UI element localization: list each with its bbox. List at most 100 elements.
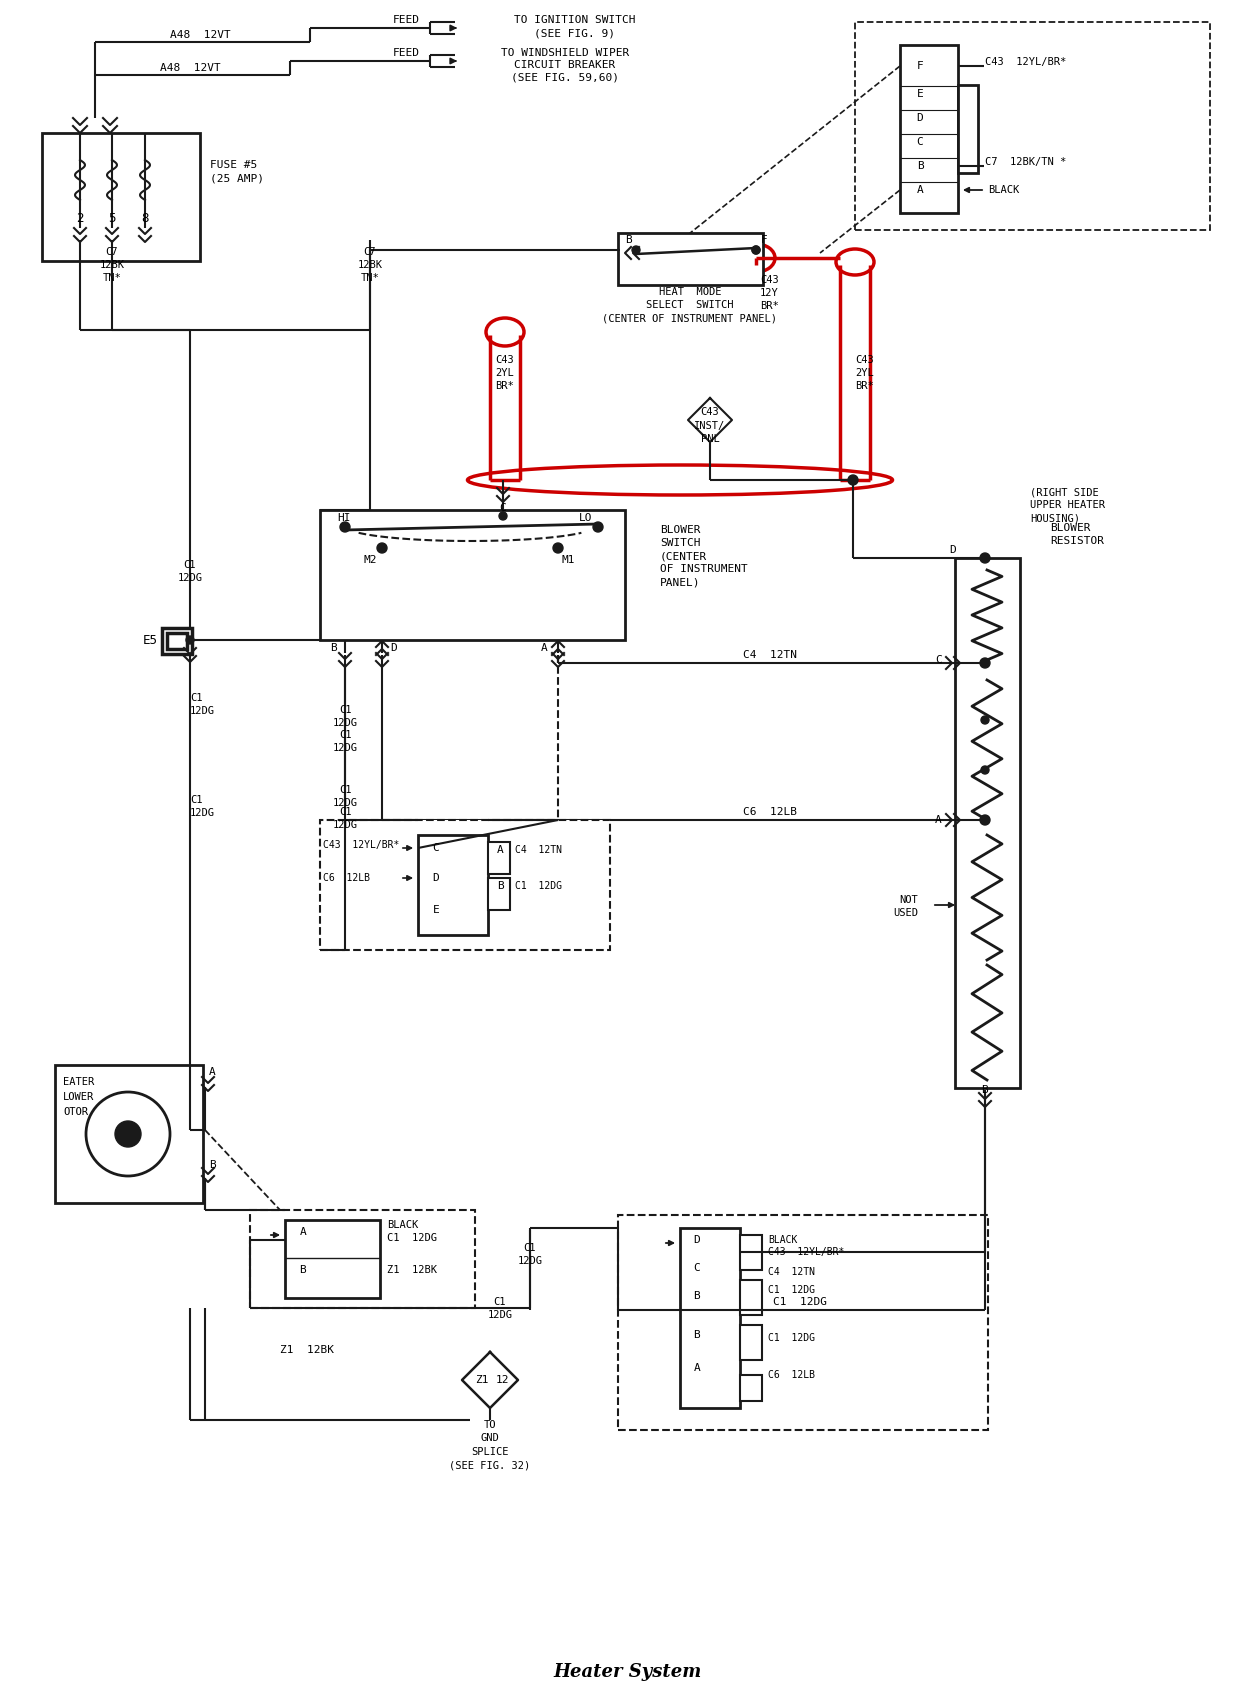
Text: EATER: EATER	[63, 1078, 94, 1086]
Text: (SEE FIG. 32): (SEE FIG. 32)	[450, 1460, 530, 1470]
Text: 12Y: 12Y	[760, 287, 779, 298]
Text: A: A	[300, 1227, 306, 1238]
Text: BLACK: BLACK	[387, 1221, 418, 1231]
Ellipse shape	[138, 199, 152, 214]
Bar	[958, 85, 978, 173]
Text: C4  12TN: C4 12TN	[767, 1266, 815, 1277]
Text: A: A	[936, 814, 942, 824]
Bar	[740, 1234, 762, 1270]
Text: SWITCH: SWITCH	[659, 537, 701, 547]
Text: LO: LO	[579, 513, 592, 524]
Bar	[740, 1324, 762, 1360]
Text: A: A	[917, 185, 923, 196]
Text: C1: C1	[339, 785, 352, 796]
Text: TN*: TN*	[103, 274, 122, 282]
Text: C1  12DG: C1 12DG	[767, 1333, 815, 1343]
Bar	[955, 558, 1020, 1088]
Text: LOWER: LOWER	[63, 1091, 94, 1102]
Text: 12DG: 12DG	[177, 573, 202, 583]
Text: B: B	[300, 1265, 306, 1275]
Ellipse shape	[106, 144, 119, 160]
Bar	[285, 1221, 381, 1299]
Circle shape	[752, 246, 760, 253]
Text: C4  12TN: C4 12TN	[515, 845, 561, 855]
Text: E5: E5	[143, 634, 158, 646]
Circle shape	[981, 767, 988, 774]
Text: BLACK: BLACK	[988, 185, 1020, 196]
Circle shape	[980, 552, 990, 563]
Text: C1: C1	[190, 694, 202, 704]
Bar	[250, 1210, 475, 1307]
Text: D: D	[432, 874, 440, 882]
Text: TO: TO	[484, 1420, 496, 1430]
Text: C43: C43	[496, 355, 515, 366]
Text: (CENTER: (CENTER	[659, 551, 707, 561]
Text: BR*: BR*	[855, 381, 874, 391]
Text: C7  12BK/TN *: C7 12BK/TN *	[985, 156, 1066, 167]
Text: C1  12DG: C1 12DG	[767, 1285, 815, 1295]
Bar	[320, 510, 625, 639]
Circle shape	[499, 512, 507, 520]
Text: Z1: Z1	[475, 1375, 489, 1386]
Text: B: B	[982, 1085, 988, 1095]
Text: C1: C1	[183, 559, 196, 570]
Text: 12: 12	[495, 1375, 509, 1386]
Text: 12DG: 12DG	[517, 1256, 543, 1266]
Text: E: E	[917, 88, 923, 99]
Text: (RIGHT SIDE: (RIGHT SIDE	[1030, 486, 1099, 496]
Bar	[55, 1064, 203, 1204]
Text: GND: GND	[481, 1433, 500, 1443]
Bar	[618, 233, 762, 286]
Ellipse shape	[106, 199, 119, 214]
Text: C43: C43	[701, 406, 720, 416]
Bar	[901, 44, 958, 212]
Text: HOUSING): HOUSING)	[1030, 513, 1080, 524]
Text: 2: 2	[77, 211, 84, 224]
Bar	[162, 627, 192, 654]
Text: C4  12TN: C4 12TN	[744, 649, 798, 660]
Text: HEAT  MODE: HEAT MODE	[658, 287, 721, 298]
Ellipse shape	[73, 144, 87, 160]
Text: C6  12LB: C6 12LB	[744, 808, 798, 818]
Text: C7: C7	[106, 246, 118, 257]
Circle shape	[85, 1091, 170, 1176]
Text: BR*: BR*	[496, 381, 515, 391]
Text: C1  12DG: C1 12DG	[772, 1297, 826, 1307]
Text: SELECT  SWITCH: SELECT SWITCH	[647, 299, 734, 309]
Bar	[855, 22, 1210, 230]
Text: 12DG: 12DG	[333, 819, 358, 830]
Text: C: C	[500, 503, 506, 513]
Text: C1  12DG: C1 12DG	[515, 881, 561, 891]
Bar	[489, 877, 510, 910]
Text: (25 AMP): (25 AMP)	[210, 173, 264, 184]
Circle shape	[340, 522, 350, 532]
Ellipse shape	[73, 199, 87, 214]
Circle shape	[593, 522, 603, 532]
Circle shape	[981, 716, 988, 724]
Text: B: B	[693, 1329, 701, 1340]
Text: C: C	[917, 138, 923, 146]
Text: 12BK: 12BK	[99, 260, 124, 270]
Text: 8: 8	[141, 211, 148, 224]
Circle shape	[848, 474, 858, 484]
Text: Z1  12BK: Z1 12BK	[387, 1265, 437, 1275]
Text: 12DG: 12DG	[333, 797, 358, 808]
Text: C1: C1	[524, 1243, 536, 1253]
Text: TO WINDSHIELD WIPER: TO WINDSHIELD WIPER	[501, 48, 629, 58]
Text: C1: C1	[494, 1297, 506, 1307]
Text: C43  12YL/BR*: C43 12YL/BR*	[767, 1248, 844, 1256]
Text: D: D	[917, 112, 923, 122]
Text: C7: C7	[364, 246, 377, 257]
Text: C: C	[432, 843, 440, 853]
Text: Z1  12BK: Z1 12BK	[280, 1345, 334, 1355]
Text: (SEE FIG. 59,60): (SEE FIG. 59,60)	[511, 71, 619, 82]
Text: 2YL: 2YL	[496, 367, 515, 377]
Text: B: B	[330, 643, 337, 653]
Bar	[740, 1280, 762, 1316]
Text: C6  12LB: C6 12LB	[323, 874, 371, 882]
Text: C1: C1	[339, 706, 352, 716]
Circle shape	[981, 816, 988, 824]
Text: M1: M1	[561, 554, 575, 564]
Text: E: E	[432, 904, 440, 915]
Bar	[167, 632, 187, 649]
